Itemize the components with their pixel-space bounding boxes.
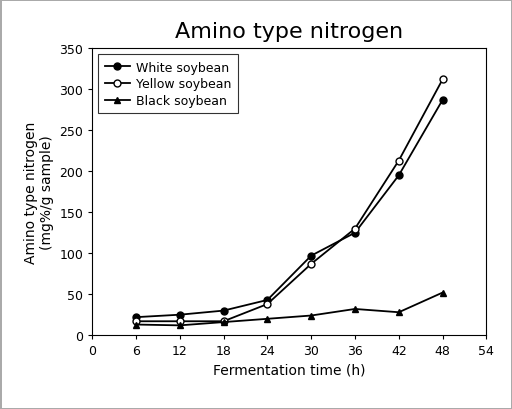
White soybean (133, 315, 139, 320)
Yellow soybean (133, 319, 139, 324)
Black soybean (264, 317, 270, 321)
Black soybean (308, 313, 314, 318)
Yellow soybean (177, 319, 183, 324)
Line: White soybean: White soybean (133, 97, 446, 321)
Black soybean (439, 290, 445, 295)
Black soybean (133, 322, 139, 327)
Black soybean (352, 307, 358, 312)
White soybean (352, 231, 358, 236)
Legend: White soybean, Yellow soybean, Black soybean: White soybean, Yellow soybean, Black soy… (98, 55, 238, 114)
Yellow soybean (264, 302, 270, 307)
Yellow soybean (221, 319, 227, 324)
Yellow soybean (308, 262, 314, 267)
White soybean (264, 298, 270, 303)
White soybean (221, 308, 227, 313)
Yellow soybean (396, 159, 402, 164)
Yellow soybean (439, 78, 445, 83)
Line: Yellow soybean: Yellow soybean (133, 77, 446, 325)
White soybean (308, 254, 314, 258)
White soybean (177, 312, 183, 317)
Black soybean (177, 323, 183, 328)
White soybean (396, 173, 402, 178)
Black soybean (221, 320, 227, 325)
Yellow soybean (352, 227, 358, 231)
White soybean (439, 98, 445, 103)
Title: Amino type nitrogen: Amino type nitrogen (175, 22, 403, 42)
Black soybean (396, 310, 402, 315)
Line: Black soybean: Black soybean (133, 290, 446, 329)
X-axis label: Fermentation time (h): Fermentation time (h) (213, 363, 366, 377)
Y-axis label: Amino type nitrogen
(mg%/g sample): Amino type nitrogen (mg%/g sample) (24, 121, 54, 263)
